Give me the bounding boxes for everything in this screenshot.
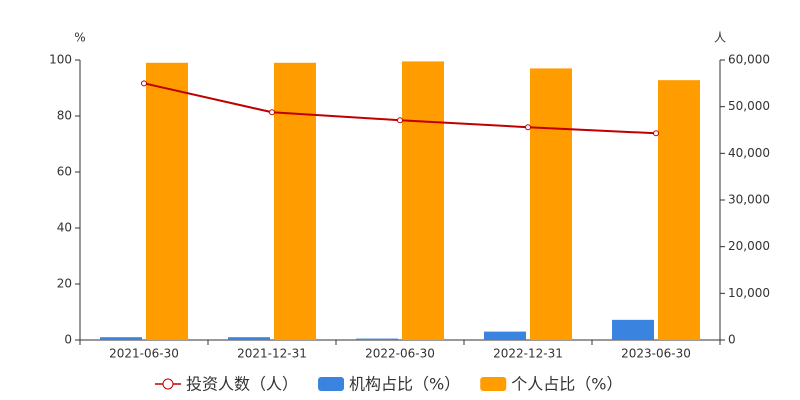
legend: 投资人数（人） 机构占比（%） 个人占比（%） bbox=[155, 375, 622, 394]
x-tick-label: 2022-06-30 bbox=[365, 347, 435, 361]
line-point bbox=[397, 117, 403, 124]
bar bbox=[228, 337, 270, 340]
y-tick-label: 0 bbox=[64, 333, 72, 347]
y2-unit: 人 bbox=[714, 31, 726, 45]
y2-tick-label: 20,000 bbox=[728, 239, 770, 253]
y2-tick-label: 50,000 bbox=[728, 99, 770, 113]
y2-tick-label: 10,000 bbox=[728, 286, 770, 300]
y2-tick-label: 60,000 bbox=[728, 53, 770, 67]
bar bbox=[530, 68, 572, 341]
y2-tick-label: 30,000 bbox=[728, 193, 770, 207]
legend-label: 个人占比（%） bbox=[511, 375, 622, 394]
y-tick-label: 40 bbox=[57, 221, 72, 235]
bar bbox=[146, 62, 188, 341]
line-point bbox=[653, 130, 659, 137]
legend-swatch bbox=[318, 377, 345, 391]
x-tick-label: 2023-06-30 bbox=[621, 347, 691, 361]
bar bbox=[658, 80, 700, 340]
y-tick-label: 100 bbox=[49, 53, 72, 67]
legend-marker bbox=[162, 378, 174, 390]
x-tick-label: 2021-12-31 bbox=[237, 347, 307, 361]
y-unit: % bbox=[74, 31, 85, 45]
y-tick-label: 20 bbox=[57, 277, 72, 291]
line-point bbox=[525, 124, 531, 131]
bar bbox=[356, 338, 398, 340]
x-tick-label: 2021-06-30 bbox=[109, 347, 179, 361]
y2-tick-label: 40,000 bbox=[728, 146, 770, 160]
bar bbox=[484, 331, 526, 340]
bar bbox=[402, 61, 444, 341]
y-tick-label: 60 bbox=[57, 165, 72, 179]
legend-label: 投资人数（人） bbox=[186, 375, 298, 394]
legend-swatch bbox=[480, 377, 507, 391]
line-point bbox=[141, 80, 147, 87]
x-tick-label: 2022-12-31 bbox=[493, 347, 563, 361]
bar bbox=[274, 62, 316, 341]
line-point bbox=[269, 109, 275, 116]
legend-label: 机构占比（%） bbox=[349, 375, 460, 394]
y2-tick-label: 0 bbox=[728, 333, 736, 347]
bar bbox=[612, 319, 654, 340]
bar bbox=[100, 337, 142, 340]
y-tick-label: 80 bbox=[57, 109, 72, 123]
line bbox=[143, 82, 657, 135]
